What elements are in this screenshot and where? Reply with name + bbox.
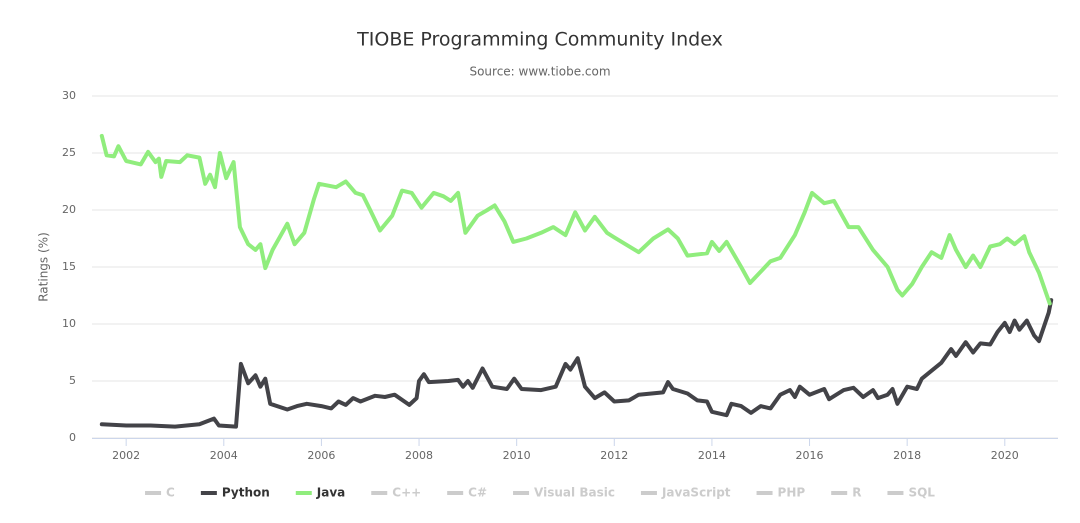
legend-label: JavaScript <box>661 486 731 500</box>
legend-item[interactable]: PHP <box>756 486 806 500</box>
x-tick-label: 2002 <box>112 449 140 462</box>
y-tick-label: 25 <box>62 146 76 159</box>
legend-item[interactable]: Python <box>200 486 270 500</box>
x-tick-label: 2016 <box>796 449 824 462</box>
series-line <box>99 133 1052 306</box>
legend-item[interactable]: C++ <box>371 486 421 500</box>
legend-label: Visual Basic <box>534 486 615 500</box>
legend-label: C++ <box>392 486 421 500</box>
x-tick-label: 2020 <box>991 449 1019 462</box>
legend-label: C <box>166 486 175 500</box>
legend-label: PHP <box>778 486 806 500</box>
x-tick-label: 2010 <box>503 449 531 462</box>
x-tick-label: 2014 <box>698 449 726 462</box>
legend-label: R <box>852 486 861 500</box>
y-tick-label: 5 <box>69 374 76 387</box>
legend-item[interactable]: C <box>145 486 175 500</box>
chart-subtitle: Source: www.tiobe.com <box>469 65 610 79</box>
x-tick-label: 2018 <box>893 449 921 462</box>
y-tick-label: 20 <box>62 203 76 216</box>
x-tick-label: 2006 <box>307 449 335 462</box>
series-line <box>99 298 1054 429</box>
legend-label: C# <box>468 486 487 500</box>
x-tick-label: 2012 <box>600 449 628 462</box>
chart-title: TIOBE Programming Community Index <box>356 29 723 51</box>
y-tick-label: 10 <box>62 317 76 330</box>
legend-label: Java <box>316 486 345 500</box>
legend-label: Python <box>222 486 270 500</box>
y-tick-label: 30 <box>62 89 76 102</box>
y-tick-label: 0 <box>69 431 76 444</box>
legend-item[interactable]: C# <box>447 486 487 500</box>
legend-label: SQL <box>908 486 935 500</box>
x-tick-label: 2004 <box>210 449 238 462</box>
legend: C Python Java C++ C# Visual Basic JavaScript PH… <box>145 486 935 500</box>
legend-item[interactable]: Java <box>295 486 345 500</box>
legend-item[interactable]: R <box>831 486 861 500</box>
y-tick-label: 15 <box>62 260 76 273</box>
x-tick-label: 2008 <box>405 449 433 462</box>
y-axis-label: Ratings (%) <box>37 232 51 302</box>
legend-item[interactable]: JavaScript <box>640 486 731 500</box>
legend-item[interactable]: SQL <box>887 486 935 500</box>
legend-item[interactable]: Visual Basic <box>513 486 615 500</box>
